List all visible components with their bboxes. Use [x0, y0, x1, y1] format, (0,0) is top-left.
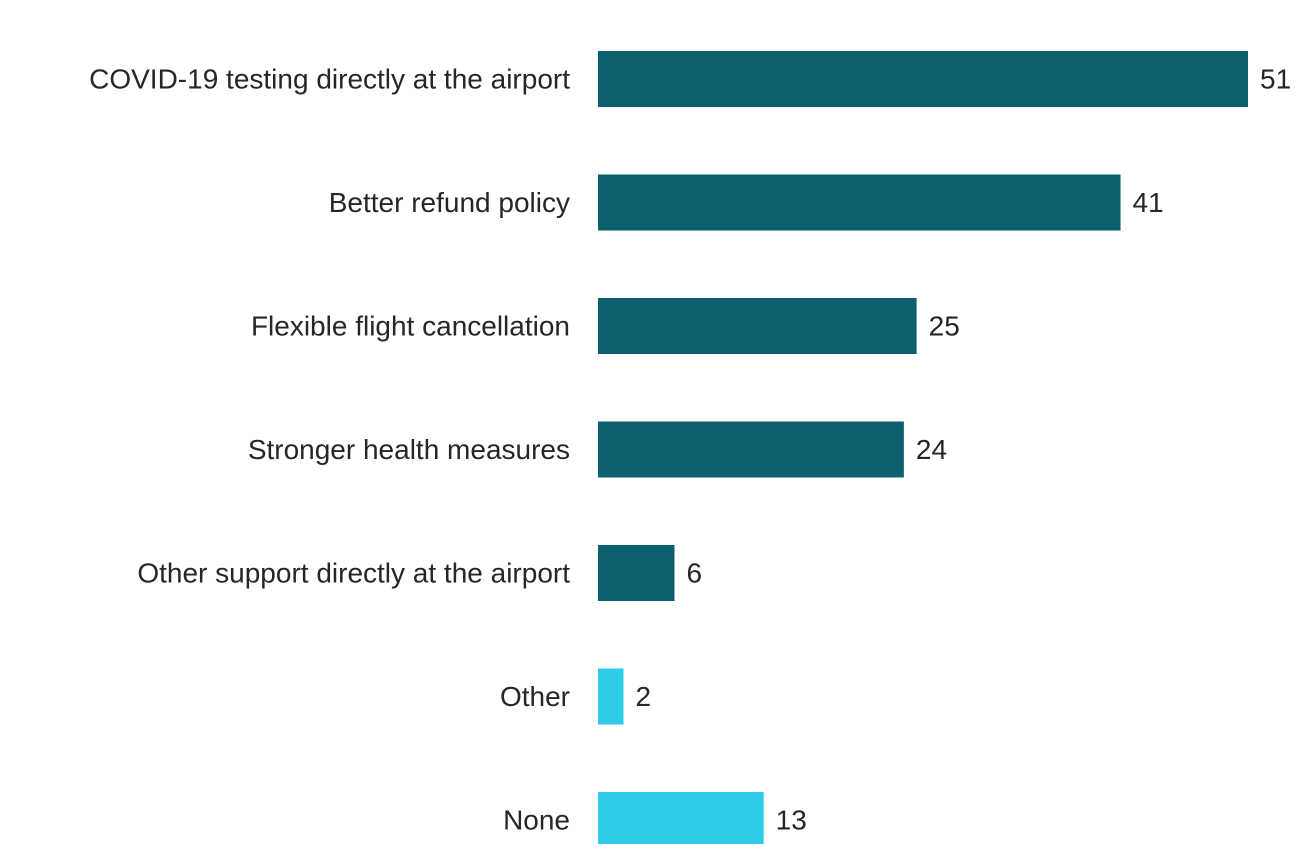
bar-2 — [598, 298, 917, 354]
bar-6 — [598, 792, 764, 844]
value-label: 51 — [1260, 64, 1291, 95]
category-label: Other support directly at the airport — [137, 558, 570, 589]
category-label: Other — [500, 681, 570, 712]
category-label: COVID-19 testing directly at the airport — [89, 64, 570, 95]
value-labels-group: 51 41 25 24 6 2 13 — [635, 64, 1291, 836]
bars-group — [598, 51, 1248, 844]
value-label: 2 — [635, 681, 651, 712]
bar-5 — [598, 668, 624, 725]
bar-1 — [598, 174, 1121, 231]
value-label: 41 — [1133, 187, 1164, 218]
bar-3 — [598, 421, 904, 478]
value-label: 24 — [916, 434, 947, 465]
bar-4 — [598, 545, 675, 601]
category-label: Better refund policy — [329, 187, 570, 218]
category-label: None — [503, 805, 570, 836]
value-label: 6 — [686, 558, 702, 589]
bar-0 — [598, 51, 1248, 107]
category-label: Stronger health measures — [248, 434, 570, 465]
value-label: 25 — [929, 311, 960, 342]
category-label: Flexible flight cancellation — [251, 311, 570, 342]
category-labels-group: COVID-19 testing directly at the airport… — [89, 64, 570, 836]
value-label: 13 — [776, 805, 807, 836]
